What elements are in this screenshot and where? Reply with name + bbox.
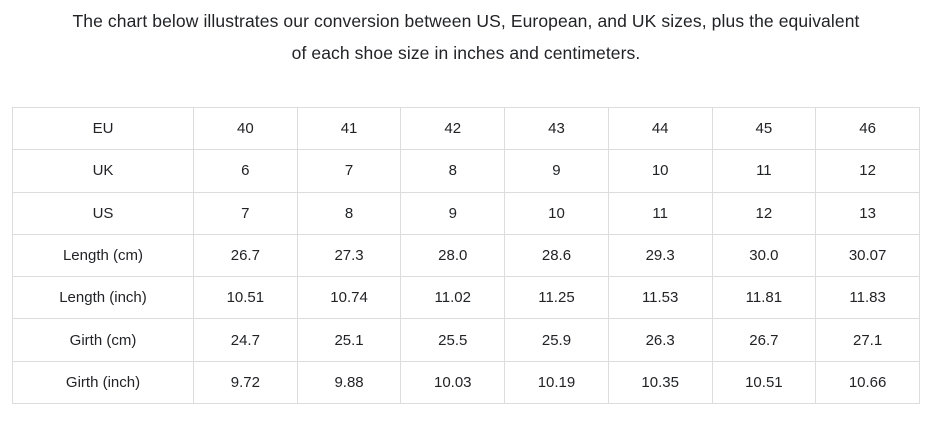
table-cell: 10.74 [296, 276, 402, 320]
table-cell: 25.9 [504, 318, 609, 362]
intro-text-line-2: of each shoe size in inches and centimet… [291, 43, 641, 63]
table-row: US 7 8 9 10 11 12 13 [12, 191, 920, 235]
table-cell: 25.1 [296, 318, 402, 362]
table-cell: 24.7 [193, 318, 298, 362]
table-row: EU 40 41 42 43 44 45 46 [12, 106, 920, 151]
table-row: UK 6 7 8 9 10 11 12 [12, 149, 920, 193]
table-cell: 7 [193, 191, 298, 235]
table-cell: 12 [711, 191, 817, 235]
table-cell: 28.6 [504, 233, 609, 278]
table-cell: 13 [815, 191, 920, 235]
table-cell: 40 [193, 106, 298, 151]
table-cell: 11 [607, 191, 713, 235]
table-cell: 28.0 [400, 233, 506, 278]
table-cell: 26.7 [193, 233, 298, 278]
table-cell: 11.02 [400, 276, 506, 320]
table-cell: 9 [400, 191, 506, 235]
table-cell: 27.3 [296, 233, 402, 278]
size-conversion-table: EU 40 41 42 43 44 45 46 UK 6 7 8 9 10 11… [12, 106, 920, 405]
table-cell: 10 [504, 191, 609, 235]
intro-text: The chart below illustrates our conversi… [0, 0, 932, 69]
table-cell: 10.35 [607, 360, 713, 405]
table-cell: 41 [296, 106, 402, 151]
row-label: Girth (inch) [12, 360, 194, 405]
table-cell: 8 [296, 191, 402, 235]
table-cell: 43 [504, 106, 609, 151]
table-cell: 10.51 [711, 360, 817, 405]
table-row: Girth (inch) 9.72 9.88 10.03 10.19 10.35… [12, 360, 920, 405]
table-row: Length (inch) 10.51 10.74 11.02 11.25 11… [12, 276, 920, 320]
table-cell: 25.5 [400, 318, 506, 362]
table-cell: 11.53 [607, 276, 713, 320]
table-cell: 11.81 [711, 276, 817, 320]
table-cell: 10.51 [193, 276, 298, 320]
table-cell: 10.03 [400, 360, 506, 405]
row-label: EU [12, 106, 194, 151]
row-label: US [12, 191, 194, 235]
table-cell: 12 [815, 149, 920, 193]
table-cell: 30.0 [711, 233, 817, 278]
table-cell: 6 [193, 149, 298, 193]
table-row: Length (cm) 26.7 27.3 28.0 28.6 29.3 30.… [12, 233, 920, 278]
table-cell: 42 [400, 106, 506, 151]
table-cell: 11.83 [815, 276, 920, 320]
table-cell: 10 [607, 149, 713, 193]
table-cell: 26.3 [607, 318, 713, 362]
table-cell: 30.07 [815, 233, 920, 278]
row-label: UK [12, 149, 194, 193]
table-cell: 11.25 [504, 276, 609, 320]
table-cell: 10.66 [815, 360, 920, 405]
row-label: Length (inch) [12, 276, 194, 320]
table-cell: 9.72 [193, 360, 298, 405]
table-cell: 45 [711, 106, 817, 151]
row-label: Girth (cm) [12, 318, 194, 362]
table-cell: 8 [400, 149, 506, 193]
table-cell: 27.1 [815, 318, 920, 362]
table-cell: 46 [815, 106, 920, 151]
table-cell: 11 [711, 149, 817, 193]
table-cell: 29.3 [607, 233, 713, 278]
table-cell: 9.88 [296, 360, 402, 405]
table-cell: 9 [504, 149, 609, 193]
table-cell: 44 [607, 106, 713, 151]
table-cell: 26.7 [711, 318, 817, 362]
table-cell: 7 [296, 149, 402, 193]
table-row: Girth (cm) 24.7 25.1 25.5 25.9 26.3 26.7… [12, 318, 920, 362]
table-cell: 10.19 [504, 360, 609, 405]
row-label: Length (cm) [12, 233, 194, 278]
intro-text-line-1: The chart below illustrates our conversi… [72, 11, 860, 31]
